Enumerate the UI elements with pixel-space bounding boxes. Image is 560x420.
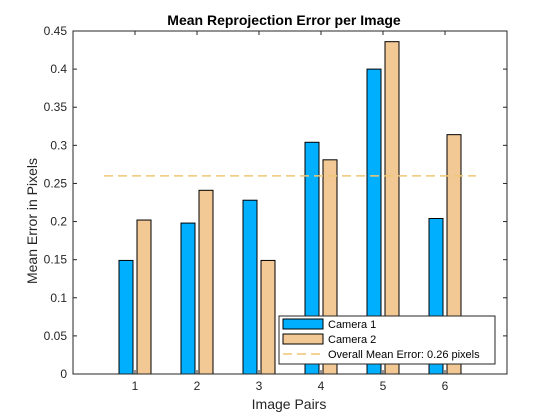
y-tick-label: 0.15 [44,253,68,267]
y-axis-title: Mean Error in Pixels [24,158,40,284]
x-tick-label: 5 [380,379,387,393]
axes-group: 0 0.05 0.1 0.15 0.2 0.25 0.3 0.35 0.4 0.45 1 2 3 4 5 6 [44,24,508,393]
legend-label-camera-1: Camera 1 [328,319,376,331]
bar-camera-2-image-2 [198,189,214,375]
y-tick-label: 0.4 [50,62,67,76]
x-tick-label: 2 [194,379,201,393]
x-tick-label: 6 [442,379,449,393]
bar-camera-1-image-3 [242,199,258,375]
bar-camera-1-image-1 [118,259,134,375]
x-axis-title: Image Pairs [252,396,327,412]
legend-label-overall-mean: Overall Mean Error: 0.26 pixels [328,349,480,361]
y-tick-label: 0 [60,367,67,381]
y-tick-label: 0.2 [50,215,67,229]
x-tick-label: 4 [318,379,325,393]
y-tick-label: 0.05 [44,329,68,343]
y-tick-label: 0.35 [44,100,68,114]
x-tick-label: 3 [256,379,263,393]
legend: Camera 1 Camera 2 Overall Mean Error: 0.… [278,315,496,365]
y-tick-label: 0.1 [50,291,67,305]
bar-camera-2-image-3 [260,259,276,375]
bar-camera-1-image-2 [180,222,196,375]
chart-title: Mean Reprojection Error per Image [167,12,401,28]
y-tick-label: 0.3 [50,138,67,152]
bar-camera-2-image-1 [136,219,152,375]
plot-area-frame [72,30,508,375]
legend-swatch-camera-1 [282,318,324,330]
x-tick-label: 1 [132,379,139,393]
y-tick-label: 0.25 [44,176,68,190]
legend-swatch-camera-2 [282,333,324,345]
legend-label-camera-2: Camera 2 [328,334,376,346]
y-tick-label: 0.45 [44,24,68,38]
